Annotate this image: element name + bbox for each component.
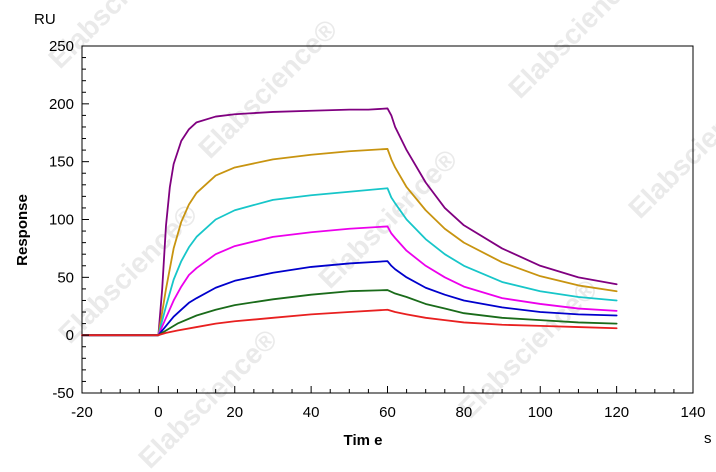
x-tick-label: 120 xyxy=(604,404,629,421)
x-tick-label: -20 xyxy=(71,404,93,421)
watermark-text: Elabscience® xyxy=(132,323,283,472)
watermark-text: Elabscience® xyxy=(312,143,463,294)
watermark-text: Elabscience® xyxy=(622,73,716,224)
watermark-text: Elabscience® xyxy=(502,0,653,104)
y-tick-label: 250 xyxy=(49,38,74,55)
y-tick-label: 100 xyxy=(49,212,74,229)
y-unit-label: RU xyxy=(34,11,56,28)
y-axis-title: Response xyxy=(14,194,31,266)
y-tick-label: 50 xyxy=(57,269,74,286)
y-tick-label: 150 xyxy=(49,154,74,171)
series-line-5 xyxy=(81,260,618,337)
y-tick-label: 200 xyxy=(49,96,74,113)
watermark-layer: Elabscience® Elabscience® Elabscience® E… xyxy=(42,0,716,472)
series-line-1 xyxy=(81,107,618,337)
series-line-4 xyxy=(81,225,618,337)
series-line-6 xyxy=(81,289,618,337)
x-tick-label: 40 xyxy=(303,404,320,421)
y-tick-label: -50 xyxy=(52,385,74,402)
x-tick-label: 60 xyxy=(379,404,396,421)
series-line-2 xyxy=(81,148,618,337)
axis-layer: -20 0 20 40 60 80 100 120 140 -50 0 50 100 150 200 250 xyxy=(49,38,706,421)
x-axis-title: Tim e xyxy=(344,432,383,449)
watermark-text: Elabscience® xyxy=(192,13,343,164)
x-tick-label: 100 xyxy=(528,404,553,421)
series-layer xyxy=(81,107,618,337)
x-tick-label: 140 xyxy=(680,404,705,421)
watermark-text: Elabscience® xyxy=(452,273,603,424)
x-tick-label: 0 xyxy=(154,404,162,421)
x-tick-label: 20 xyxy=(226,404,243,421)
x-tick-label: 80 xyxy=(456,404,473,421)
series-line-7 xyxy=(81,308,618,337)
y-tick-label: 0 xyxy=(66,327,74,344)
x-unit-label: s xyxy=(704,430,712,447)
series-line-3 xyxy=(81,187,618,337)
